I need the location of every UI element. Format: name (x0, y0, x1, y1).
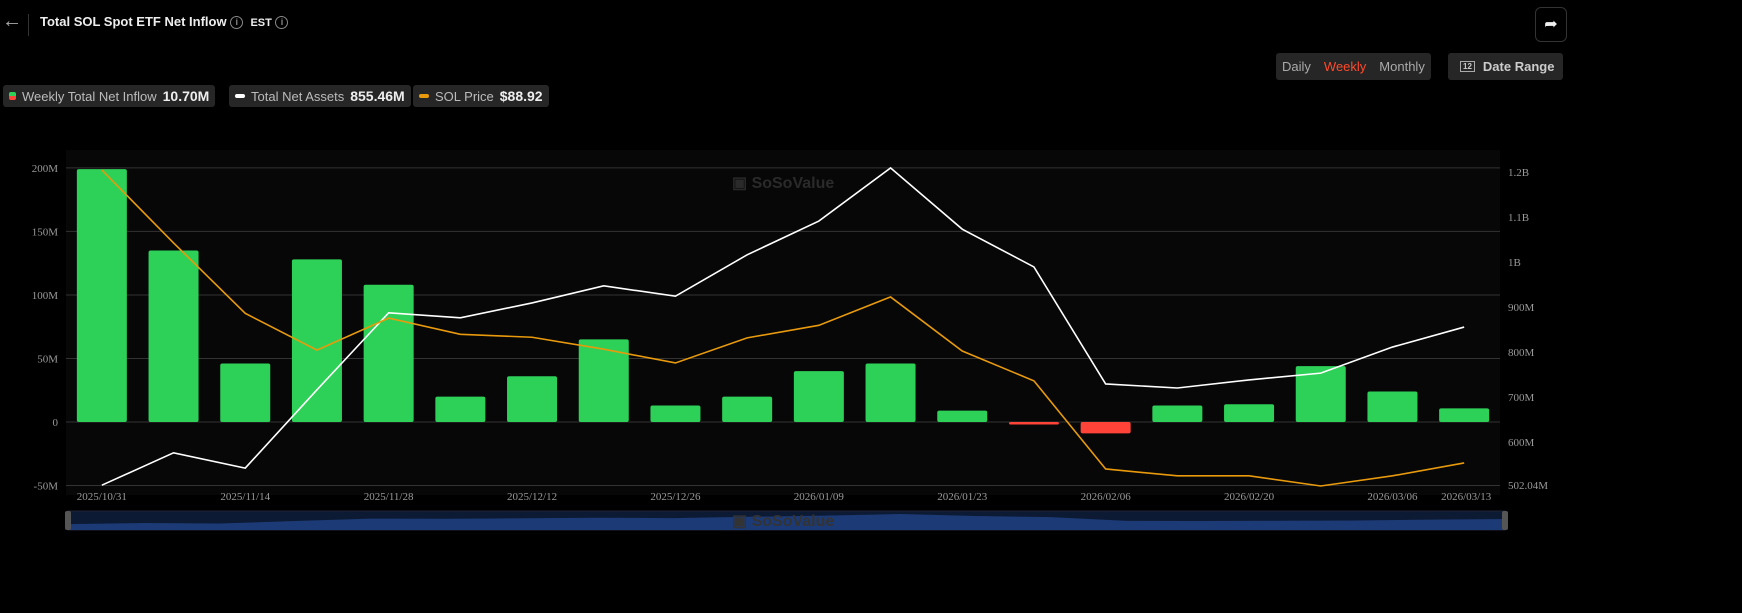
x-tick-label: 2025/12/26 (650, 491, 701, 503)
plot-area (66, 150, 1500, 495)
left-tick-label: 200M (32, 163, 59, 175)
bar (793, 371, 844, 422)
bar (1152, 405, 1203, 422)
calendar-icon: 12 (1460, 61, 1475, 72)
share-icon: ➦ (1544, 16, 1558, 33)
right-tick-label: 1B (1508, 257, 1521, 269)
navigator-series (68, 514, 1505, 530)
bar (578, 339, 629, 422)
timezone-label: EST (250, 17, 272, 29)
x-tick-label: 2026/03/06 (1367, 491, 1418, 503)
right-tick-label: 600M (1508, 437, 1535, 449)
date-range-label: Date Range (1482, 59, 1555, 74)
right-tick-label: 1.2B (1508, 167, 1529, 179)
bar (1008, 422, 1059, 425)
bar (1295, 366, 1346, 422)
right-tick-label: 1.1B (1508, 212, 1529, 224)
left-tick-label: -50M (34, 481, 59, 493)
bar (650, 405, 701, 422)
legend-swatch (9, 92, 16, 100)
legend-sol-price[interactable]: SOL Price $88.92 (413, 85, 549, 107)
back-button[interactable]: ← (2, 10, 22, 32)
bar (76, 169, 127, 422)
right-tick-label: 700M (1508, 392, 1535, 404)
bar (865, 363, 916, 422)
bar (1080, 422, 1131, 434)
legend-label: Weekly Total Net Inflow (22, 88, 157, 104)
bar (363, 284, 414, 422)
navigator-handle-left[interactable] (65, 511, 71, 530)
period-weekly[interactable]: Weekly (1323, 59, 1367, 74)
left-tick-label: 50M (37, 353, 58, 365)
x-tick-label: 2026/02/20 (1224, 491, 1275, 503)
bar (1367, 391, 1418, 422)
bar (1439, 408, 1490, 422)
period-selector: Daily Weekly Monthly (1276, 53, 1431, 80)
legend-value: 855.46M (350, 88, 405, 104)
x-tick-label: 2025/11/14 (220, 491, 270, 503)
right-tick-label: 502.04M (1508, 480, 1548, 492)
navigator-handle-right[interactable] (1502, 511, 1508, 530)
bar (291, 259, 342, 422)
x-tick-label: 2025/11/28 (364, 491, 414, 503)
legend-swatch (235, 94, 245, 98)
bar (507, 376, 558, 422)
right-tick-label: 900M (1508, 302, 1535, 314)
share-button[interactable]: ➦ (1535, 7, 1567, 42)
bar (1224, 404, 1275, 422)
x-tick-label: 2025/12/12 (507, 491, 557, 503)
navigator-watermark: ▣ SoSoValue (732, 513, 834, 530)
right-tick-label: 800M (1508, 347, 1535, 359)
x-tick-label: 2025/10/31 (77, 491, 127, 503)
title-text: Total SOL Spot ETF Net Inflow (40, 14, 227, 29)
legend-value: 10.70M (162, 88, 210, 104)
period-daily[interactable]: Daily (1282, 59, 1311, 74)
x-tick-label: 2026/01/09 (794, 491, 845, 503)
bar (937, 410, 988, 422)
bar (435, 396, 486, 422)
legend-label: Total Net Assets (251, 88, 345, 104)
watermark: ▣ SoSoValue (732, 175, 834, 192)
page-title: Total SOL Spot ETF Net Inflow i EST i (40, 14, 289, 30)
x-tick-label: 2026/03/13 (1441, 491, 1492, 503)
sol-price-line (101, 169, 1465, 487)
x-tick-label: 2026/02/06 (1081, 491, 1132, 503)
net-assets-line (101, 166, 1465, 486)
x-tick-label: 2026/01/23 (937, 491, 988, 503)
divider (28, 14, 29, 36)
bar (220, 363, 271, 422)
legend-value: $88.92 (499, 88, 543, 104)
bar (148, 250, 199, 422)
legend-swatch (419, 94, 429, 98)
period-monthly[interactable]: Monthly (1379, 59, 1425, 74)
bar (722, 396, 773, 422)
left-tick-label: 150M (32, 226, 59, 238)
left-tick-label: 100M (32, 290, 59, 302)
date-range-button[interactable]: 12 Date Range (1448, 53, 1563, 80)
timezone-info-icon[interactable]: i (275, 16, 289, 30)
info-icon[interactable]: i (230, 16, 244, 30)
legend-net-assets[interactable]: Total Net Assets 855.46M (229, 85, 411, 107)
legend-net-inflow[interactable]: Weekly Total Net Inflow 10.70M (3, 85, 216, 107)
legend-label: SOL Price (435, 88, 494, 104)
left-tick-label: 0 (53, 417, 59, 429)
